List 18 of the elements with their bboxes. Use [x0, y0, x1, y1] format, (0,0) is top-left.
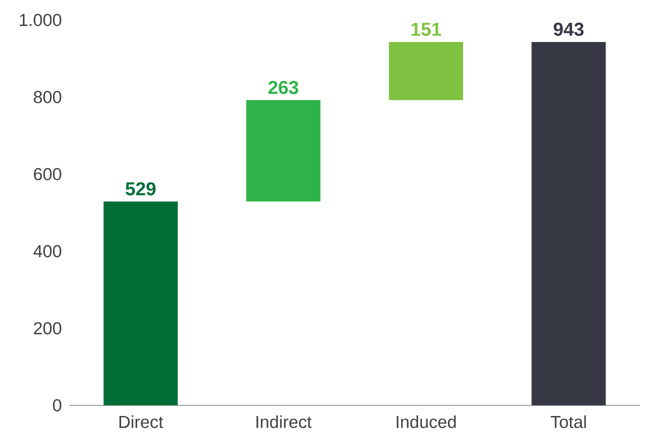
bar: [246, 100, 320, 202]
data-label: 151: [412, 22, 442, 36]
data-label: 529: [126, 182, 156, 196]
y-tick-label: 600: [34, 168, 62, 180]
x-tick-label: Total: [550, 415, 586, 428]
data-label: 943: [554, 22, 584, 36]
x-tick-label: Induced: [396, 415, 456, 428]
bar: [104, 201, 178, 406]
data-label: 263: [268, 80, 298, 94]
y-tick-label: 1.000: [20, 14, 62, 26]
y-tick-label: 800: [34, 90, 62, 104]
bar: [388, 42, 464, 100]
y-tick-label: 400: [33, 245, 62, 258]
y-tick-label: 200: [34, 322, 62, 334]
y-tick-label: 0: [52, 399, 62, 412]
bar: [532, 42, 606, 406]
x-tick-label: Direct: [119, 415, 164, 428]
x-tick-label: Indirect: [256, 415, 312, 428]
